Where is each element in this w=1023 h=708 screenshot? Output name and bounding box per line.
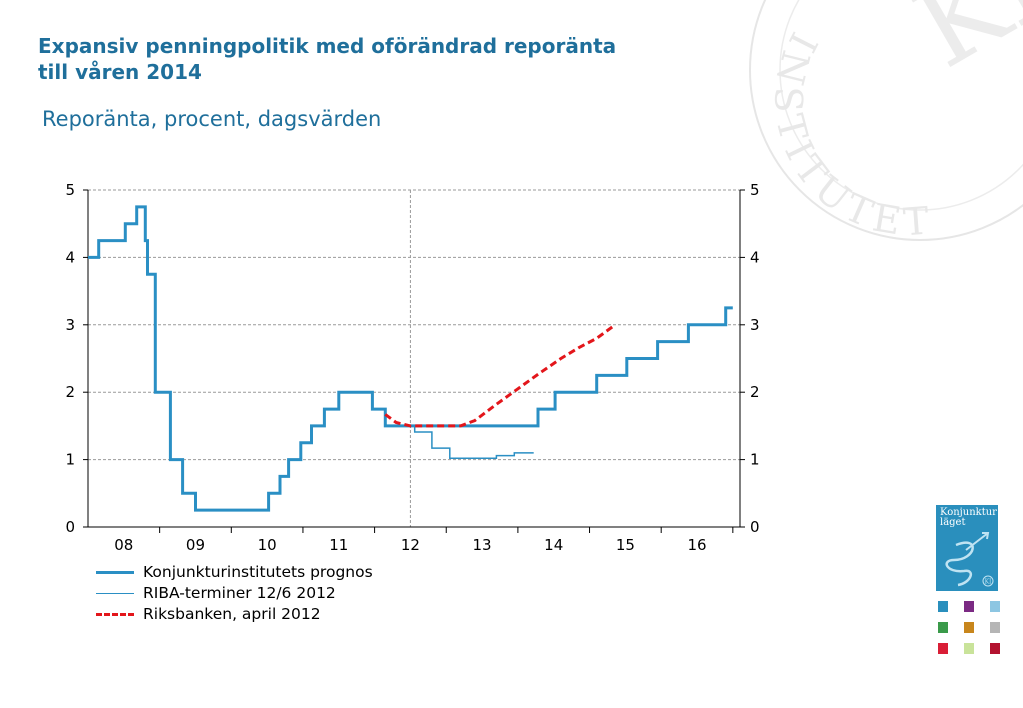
series-line-thin — [410, 425, 534, 460]
y-tick-label-right: 2 — [750, 383, 760, 401]
y-tick-label-left: 0 — [65, 518, 75, 536]
y-tick-label-right: 4 — [750, 248, 760, 266]
x-tick-label: 12 — [401, 536, 420, 554]
y-tick-label-left: 3 — [65, 316, 75, 334]
logo-line1: Konjunktur — [940, 507, 997, 518]
x-tick-label: 10 — [258, 536, 277, 554]
x-tick-label: 16 — [687, 536, 706, 554]
y-tick-label-right: 5 — [750, 181, 760, 199]
series-line-dashed — [384, 325, 614, 428]
legend-swatch-riksbank — [96, 612, 134, 616]
legend-item-prognos: Konjunkturinstitutets prognos — [96, 562, 373, 582]
x-tick-label: 13 — [473, 536, 492, 554]
logo-seal-text: KI — [985, 579, 992, 586]
page-title: Expansiv penningpolitik med oförändrad r… — [38, 34, 617, 84]
series-line-thick — [88, 205, 733, 512]
legend-label-prognos: Konjunkturinstitutets prognos — [143, 563, 373, 581]
legend-label-riba: RIBA-terminer 12/6 2012 — [143, 584, 336, 602]
legend-label-riksbank: Riksbanken, april 2012 — [143, 605, 321, 623]
cover-thumbnail-icon — [938, 622, 948, 633]
x-tick-label: 09 — [186, 536, 205, 554]
y-tick-label-left: 5 — [65, 181, 75, 199]
cover-thumbnail-icon — [938, 601, 948, 612]
chart-subtitle: Reporänta, procent, dagsvärden — [42, 107, 382, 131]
cover-thumbnail-icon — [964, 622, 974, 633]
cover-thumbnail-icon — [990, 601, 1000, 612]
cover-thumbnail-icon — [990, 643, 1000, 654]
cover-thumbnail-icon — [990, 622, 1000, 633]
cover-thumbnail-icon — [964, 643, 974, 654]
cover-thumbnail-icon — [938, 643, 948, 654]
y-tick-label-left: 1 — [65, 451, 75, 469]
legend-item-riba: RIBA-terminer 12/6 2012 — [96, 583, 336, 603]
logo-line2: läget — [940, 517, 966, 528]
y-tick-label-right: 0 — [750, 518, 760, 536]
y-tick-label-left: 2 — [65, 383, 75, 401]
konjunkturlaget-logo: Konjunktur läget KI — [936, 505, 998, 591]
y-tick-label-left: 4 — [65, 248, 75, 266]
cover-thumbnail-icon — [964, 601, 974, 612]
y-tick-label-right: 1 — [750, 451, 760, 469]
legend-swatch-riba — [96, 592, 134, 594]
x-tick-label: 11 — [329, 536, 348, 554]
ki-watermark-seal: INSTITUTET KI — [749, 0, 1023, 244]
x-tick-label: 15 — [616, 536, 635, 554]
y-tick-label-right: 3 — [750, 316, 760, 334]
x-tick-label: 08 — [114, 536, 133, 554]
legend-item-riksbank: Riksbanken, april 2012 — [96, 604, 321, 624]
logo-squiggle-icon: KI — [945, 532, 994, 587]
legend-swatch-prognos — [96, 570, 134, 574]
x-tick-label: 14 — [544, 536, 563, 554]
